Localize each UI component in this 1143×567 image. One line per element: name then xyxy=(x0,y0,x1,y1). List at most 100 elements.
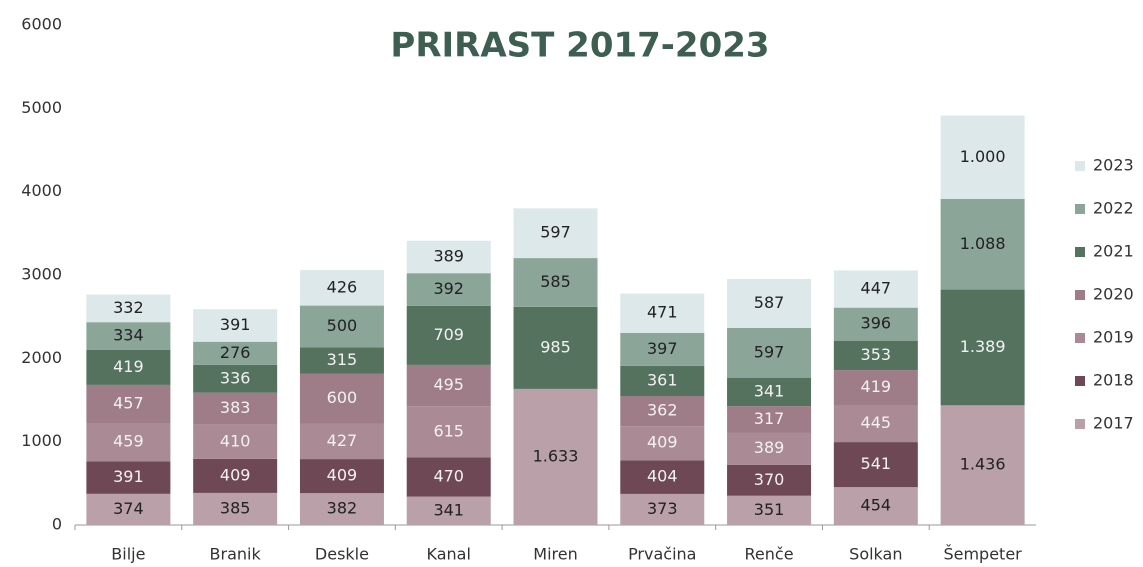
data-label: 459 xyxy=(113,432,144,451)
legend-swatch xyxy=(1075,247,1085,257)
data-label: 1.088 xyxy=(960,234,1006,253)
data-label: 541 xyxy=(861,454,892,473)
legend-swatch xyxy=(1075,290,1085,300)
y-tick-label: 5000 xyxy=(21,98,62,117)
data-label: 389 xyxy=(433,246,464,265)
data-label: 317 xyxy=(754,409,785,428)
legend-swatch xyxy=(1075,161,1085,171)
legend-label: 2020 xyxy=(1093,285,1134,304)
data-label: 351 xyxy=(754,500,785,519)
data-label: 500 xyxy=(327,316,358,335)
bar-segment xyxy=(86,350,171,385)
bar-segment xyxy=(86,322,171,350)
data-label: 389 xyxy=(754,438,785,457)
bar-segment xyxy=(940,115,1025,199)
data-label: 427 xyxy=(327,431,358,450)
bar-segment xyxy=(620,293,705,333)
bar-segment xyxy=(513,258,598,307)
data-label: 419 xyxy=(861,377,892,396)
bar-segment xyxy=(406,273,491,306)
legend-label: 2021 xyxy=(1093,242,1134,261)
bar-segment xyxy=(727,279,812,328)
data-label: 409 xyxy=(647,433,678,452)
bar-segment xyxy=(86,493,171,525)
bar-segment xyxy=(299,347,384,374)
data-label: 470 xyxy=(433,467,464,486)
data-label: 409 xyxy=(220,465,251,484)
legend-swatch xyxy=(1075,376,1085,386)
bar-segment xyxy=(620,365,705,396)
x-tick-label: Miren xyxy=(533,545,577,564)
bar-segment xyxy=(406,305,491,365)
chart-title: PRIRAST 2017-2023 xyxy=(390,26,769,66)
data-label: 341 xyxy=(754,381,785,400)
bar-segment xyxy=(86,384,171,423)
data-label: 385 xyxy=(220,498,251,517)
data-label: 471 xyxy=(647,303,678,322)
bar-segment xyxy=(406,364,491,407)
x-tick-label: Renče xyxy=(745,545,794,564)
x-tick-label: Kanal xyxy=(427,545,471,564)
data-label: 383 xyxy=(220,398,251,417)
bar-segment xyxy=(193,309,278,342)
x-tick-label: Prvačina xyxy=(628,545,696,564)
bar-segment xyxy=(620,493,705,525)
bar-segment xyxy=(193,424,278,459)
bar-segment xyxy=(86,423,171,462)
data-label: 410 xyxy=(220,431,251,450)
data-label: 985 xyxy=(540,337,571,356)
bar-segment xyxy=(833,405,918,443)
data-label: 454 xyxy=(861,496,892,515)
data-label: 597 xyxy=(540,223,571,242)
bar-segment xyxy=(727,327,812,378)
data-label: 397 xyxy=(647,339,678,358)
data-label: 597 xyxy=(754,342,785,361)
data-label: 361 xyxy=(647,370,678,389)
bar-segment xyxy=(833,307,918,341)
bar-segment xyxy=(833,487,918,525)
bar-segment xyxy=(406,457,491,497)
data-label: 457 xyxy=(113,393,144,412)
bar-segment xyxy=(193,392,278,425)
y-tick-label: 3000 xyxy=(21,265,62,284)
x-tick-label: Šempeter xyxy=(943,545,1022,564)
legend-label: 2017 xyxy=(1093,414,1134,433)
bar-segment xyxy=(940,289,1025,406)
data-label: 1.000 xyxy=(960,147,1006,166)
bar-segment xyxy=(193,492,278,525)
legend-swatch xyxy=(1075,419,1085,429)
data-label: 396 xyxy=(861,314,892,333)
bar-segment xyxy=(620,396,705,427)
bar-segment xyxy=(193,341,278,365)
data-label: 600 xyxy=(327,388,358,407)
data-label: 709 xyxy=(433,325,464,344)
data-label: 336 xyxy=(220,368,251,387)
data-label: 370 xyxy=(754,470,785,489)
data-label: 276 xyxy=(220,343,251,362)
data-label: 615 xyxy=(433,421,464,440)
data-label: 419 xyxy=(113,357,144,376)
legend-swatch xyxy=(1075,204,1085,214)
bar-segment xyxy=(833,370,918,405)
data-label: 334 xyxy=(113,326,144,345)
bar-segment xyxy=(299,305,384,348)
bar-segment xyxy=(513,306,598,389)
bar-segment xyxy=(299,423,384,460)
data-label: 1.389 xyxy=(960,337,1006,356)
legend-swatch xyxy=(1075,333,1085,343)
data-label: 585 xyxy=(540,272,571,291)
y-tick-label: 1000 xyxy=(21,431,62,450)
bar-segment xyxy=(299,493,384,525)
bar-segment xyxy=(193,458,278,493)
data-label: 392 xyxy=(433,279,464,298)
x-tick-label: Deskle xyxy=(315,545,369,564)
bar-segment xyxy=(620,426,705,461)
bar-segment xyxy=(727,377,812,407)
data-label: 587 xyxy=(754,293,785,312)
data-label: 341 xyxy=(433,500,464,519)
bar-segment xyxy=(833,442,918,488)
bar-segment xyxy=(513,208,598,259)
legend-label: 2018 xyxy=(1093,371,1134,390)
x-tick-label: Branik xyxy=(210,545,262,564)
